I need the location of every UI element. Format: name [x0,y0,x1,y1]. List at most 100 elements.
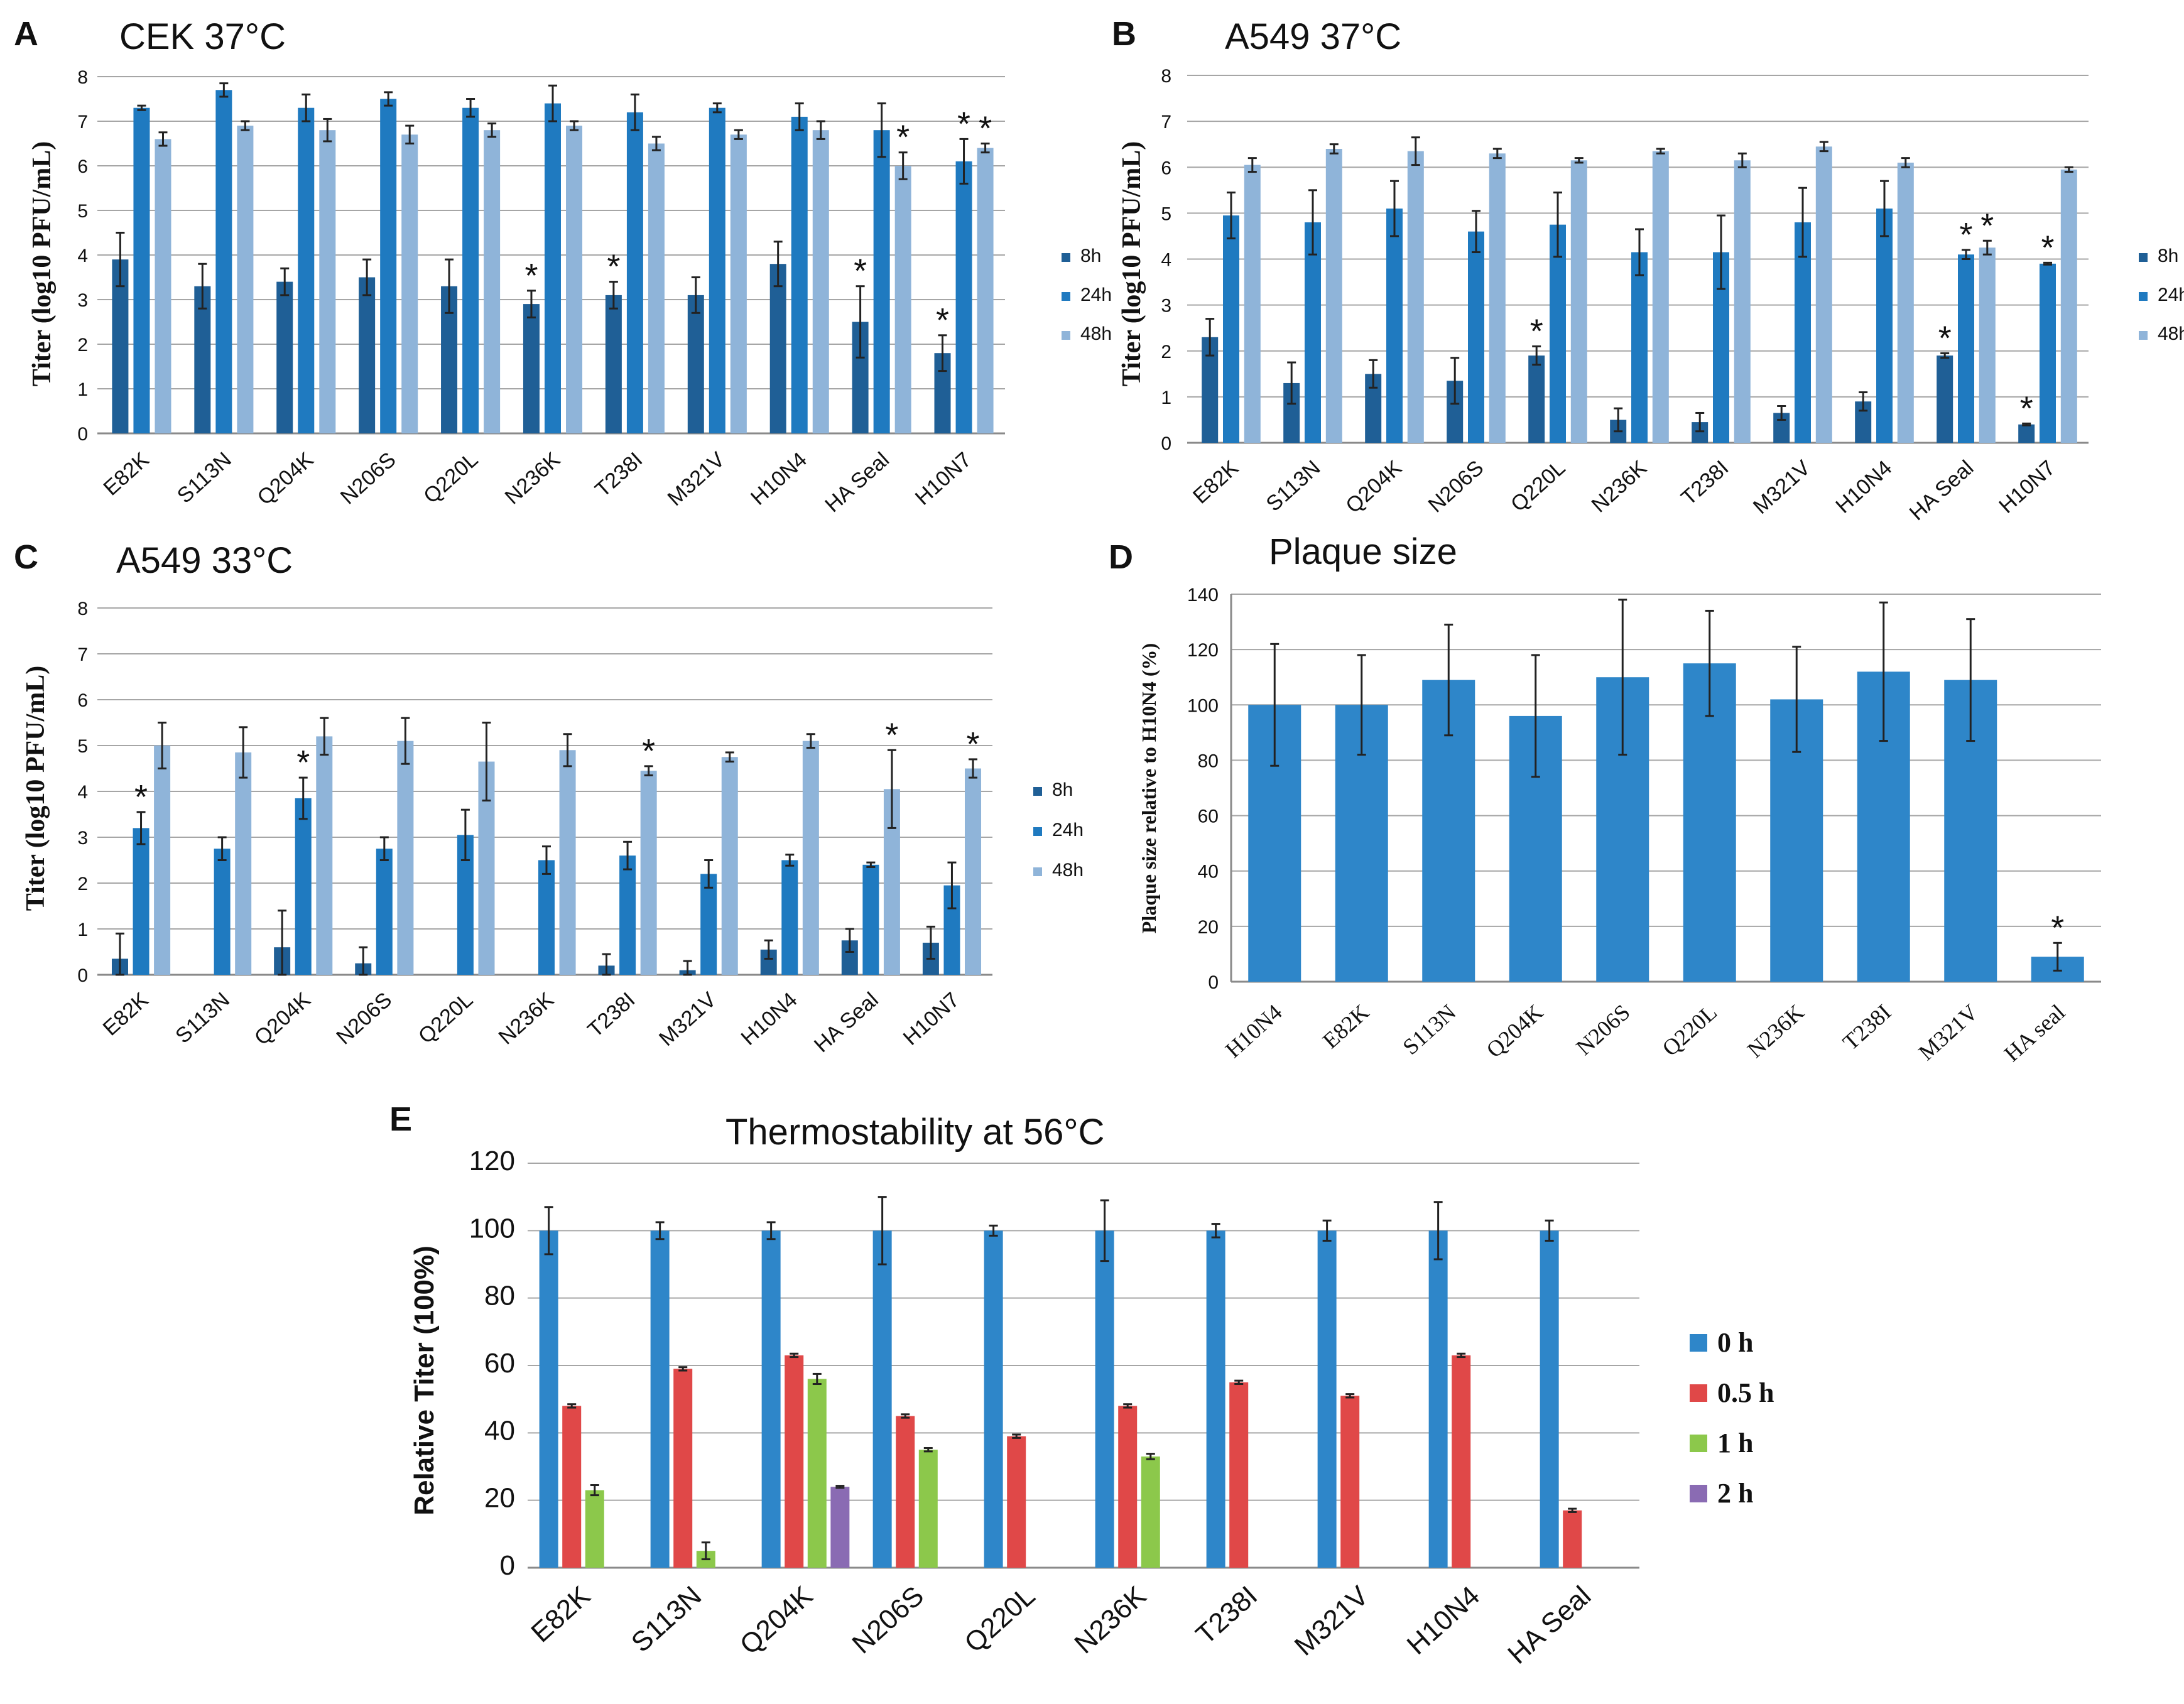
bar-c-24h [781,860,798,975]
y-tick-label-e: 60 [484,1348,515,1379]
error-bar-b [1962,249,1970,260]
bar-c-24h [376,849,393,975]
error-bar-b [1574,157,1584,164]
error-bar-b [1859,391,1868,412]
error-bar-b [1308,189,1317,256]
error-bar-d [1270,643,1279,767]
error-bar-a [856,285,865,359]
y-tick-label-a: 0 [77,424,88,445]
error-bar-e [1322,1219,1332,1242]
y-tick-label-b: 6 [1161,158,1171,178]
bar-e-05h [1452,1355,1471,1568]
error-bar-b [1553,191,1562,258]
legend-swatch-a [1062,292,1070,301]
bar-a-48h [237,126,254,433]
bar-a-8h [769,264,786,433]
bar-b-48h [1979,247,1996,443]
bar-a-24h [298,107,315,433]
error-bar-b [1472,210,1480,254]
significance-star-c: * [642,732,655,770]
bar-b-48h [1652,151,1669,443]
error-bar-c [725,751,734,763]
legend-label-c: 24h [1052,820,1084,840]
error-bar-e [1100,1199,1109,1262]
error-bar-c [764,939,773,960]
legend-label-e: 0 h [1717,1327,1753,1358]
y-tick-label-b: 0 [1161,433,1171,454]
error-bar-a [959,138,969,185]
bar-a-24h [380,99,397,433]
error-bar-b [1819,141,1828,153]
error-bar-d [1531,654,1540,778]
y-tick-label-d: 80 [1198,751,1219,771]
bar-a-8h [276,281,293,433]
bar-b-24h [1223,215,1239,443]
error-bar-a [405,124,415,144]
error-bar-a [466,98,475,118]
legend-swatch-c [1033,867,1042,876]
legend-swatch-e [1690,1384,1707,1402]
y-tick-label-e: 40 [484,1415,515,1446]
error-bar-b [1227,191,1236,240]
y-tick-label-c: 5 [77,736,88,757]
y-axis-label-d: Plaque size relative to H10N4 (%) [1138,643,1160,933]
panel-letter-a: A [14,15,38,53]
error-bar-d [1618,599,1627,756]
y-axis-label-a: Titer (log10 PFU/mL) [28,141,57,386]
error-bar-b [1777,405,1786,421]
bar-e-05h [1563,1510,1582,1568]
error-bar-b [1737,152,1747,168]
y-tick-label-a: 6 [77,156,88,177]
error-bar-e [544,1206,553,1256]
bar-b-24h [1305,222,1321,443]
error-bar-c [482,722,491,802]
error-bar-e [1457,1352,1466,1359]
bar-c-48h [640,771,657,975]
error-bar-e [901,1413,910,1419]
panel-letter-b: B [1112,15,1136,53]
bar-a-48h [484,130,501,433]
significance-star-b: * [1530,312,1543,350]
error-bar-c [887,749,896,829]
bar-c-24h [700,874,717,975]
bar-e-0h [650,1230,670,1568]
legend-swatch-e [1690,1435,1707,1452]
y-tick-label-a: 2 [77,335,88,355]
panel-letter-c: C [14,538,38,576]
bar-e-0h [1095,1230,1114,1568]
bar-e-0h [872,1230,892,1568]
error-bar-b [1901,157,1910,168]
panel-letter-d: D [1109,538,1133,576]
error-bar-a [651,136,661,151]
error-bar-e [567,1403,577,1409]
error-bar-e [655,1221,665,1240]
error-bar-b [1880,180,1889,237]
bar-c-48h [802,741,819,975]
bar-c-24h [295,798,312,975]
error-bar-a [384,91,393,107]
bar-c-48h [965,768,982,975]
error-bar-e [812,1372,822,1386]
y-tick-label-d: 60 [1198,806,1219,827]
legend-swatch-c [1033,787,1042,796]
bar-e-1h [585,1490,604,1568]
error-bar-a [691,276,700,314]
y-axis-label-c: Titer (log10 PFU/mL) [21,666,50,911]
bar-b-48h [1244,165,1261,443]
bar-e-1h [918,1450,938,1568]
error-bar-a [445,258,454,314]
error-bar-e [790,1352,799,1359]
error-bar-c [217,836,227,861]
error-bar-a [116,232,125,288]
error-bar-c [542,845,551,875]
error-bar-c [644,765,653,776]
error-bar-c [239,726,248,779]
bar-e-05h [1118,1406,1138,1568]
bar-e-05h [785,1355,804,1568]
bar-e-05h [1229,1382,1249,1568]
error-bar-c [947,861,957,909]
error-bar-b [2043,261,2052,266]
y-tick-label-c: 1 [77,920,88,940]
